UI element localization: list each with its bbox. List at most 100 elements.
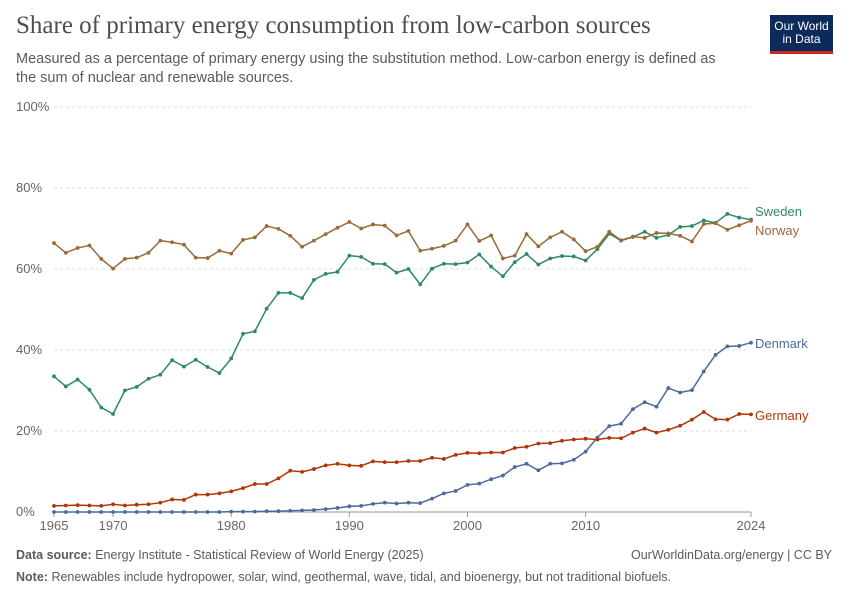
data-point-sweden[interactable] xyxy=(193,357,198,362)
data-point-norway[interactable] xyxy=(252,235,257,240)
data-point-germany[interactable] xyxy=(382,460,387,465)
data-point-sweden[interactable] xyxy=(725,212,730,216)
data-point-norway[interactable] xyxy=(465,222,470,227)
data-point-denmark[interactable] xyxy=(158,510,163,514)
data-point-germany[interactable] xyxy=(607,435,612,440)
data-point-denmark[interactable] xyxy=(607,424,612,429)
data-point-norway[interactable] xyxy=(182,242,186,247)
data-point-norway[interactable] xyxy=(311,238,316,243)
data-point-denmark[interactable] xyxy=(193,510,198,514)
data-point-germany[interactable] xyxy=(241,486,245,491)
data-point-norway[interactable] xyxy=(571,237,576,242)
data-point-sweden[interactable] xyxy=(158,372,163,377)
data-point-germany[interactable] xyxy=(666,427,671,432)
data-point-germany[interactable] xyxy=(394,460,399,465)
data-point-sweden[interactable] xyxy=(382,262,387,267)
data-point-sweden[interactable] xyxy=(288,290,293,295)
data-point-sweden[interactable] xyxy=(465,260,470,265)
data-point-denmark[interactable] xyxy=(571,457,576,462)
data-point-denmark[interactable] xyxy=(323,507,328,512)
data-point-norway[interactable] xyxy=(52,241,56,245)
data-point-denmark[interactable] xyxy=(536,468,541,473)
data-point-sweden[interactable] xyxy=(654,235,659,240)
data-point-sweden[interactable] xyxy=(311,278,316,282)
data-point-denmark[interactable] xyxy=(465,482,470,487)
data-point-norway[interactable] xyxy=(264,224,269,228)
data-point-sweden[interactable] xyxy=(642,229,647,234)
data-point-denmark[interactable] xyxy=(501,473,505,478)
data-point-norway[interactable] xyxy=(524,232,529,237)
data-point-germany[interactable] xyxy=(205,492,210,497)
data-point-sweden[interactable] xyxy=(276,290,281,295)
data-point-denmark[interactable] xyxy=(359,504,364,508)
data-point-norway[interactable] xyxy=(371,222,375,227)
data-point-germany[interactable] xyxy=(300,470,304,474)
data-point-germany[interactable] xyxy=(75,503,80,508)
data-point-denmark[interactable] xyxy=(134,510,139,514)
data-point-norway[interactable] xyxy=(75,246,80,250)
data-point-norway[interactable] xyxy=(560,229,564,234)
data-point-norway[interactable] xyxy=(642,235,647,240)
data-point-sweden[interactable] xyxy=(441,261,446,266)
data-point-sweden[interactable] xyxy=(146,376,151,381)
data-point-norway[interactable] xyxy=(701,222,706,226)
data-point-norway[interactable] xyxy=(749,218,753,223)
data-point-norway[interactable] xyxy=(453,238,458,243)
data-point-germany[interactable] xyxy=(217,491,222,496)
series-line-denmark[interactable] xyxy=(54,341,752,513)
data-point-germany[interactable] xyxy=(146,502,151,507)
data-point-denmark[interactable] xyxy=(75,510,80,514)
data-point-denmark[interactable] xyxy=(418,501,423,505)
data-point-denmark[interactable] xyxy=(430,496,434,501)
data-point-denmark[interactable] xyxy=(347,504,352,509)
data-point-norway[interactable] xyxy=(489,233,494,238)
data-point-denmark[interactable] xyxy=(170,510,175,514)
data-point-norway[interactable] xyxy=(595,244,600,249)
data-point-sweden[interactable] xyxy=(122,388,127,393)
data-point-norway[interactable] xyxy=(99,256,104,261)
data-point-norway[interactable] xyxy=(548,235,553,240)
data-point-denmark[interactable] xyxy=(737,344,742,348)
data-point-norway[interactable] xyxy=(170,240,175,245)
data-point-norway[interactable] xyxy=(619,238,623,243)
data-point-germany[interactable] xyxy=(252,482,257,486)
data-point-germany[interactable] xyxy=(323,463,328,468)
data-point-norway[interactable] xyxy=(713,221,718,226)
data-point-sweden[interactable] xyxy=(453,262,458,267)
data-point-norway[interactable] xyxy=(536,244,541,249)
data-point-sweden[interactable] xyxy=(335,269,340,274)
data-point-germany[interactable] xyxy=(288,468,293,473)
data-point-norway[interactable] xyxy=(158,238,163,243)
data-point-denmark[interactable] xyxy=(619,421,623,426)
data-point-denmark[interactable] xyxy=(666,386,671,390)
data-point-germany[interactable] xyxy=(512,446,517,450)
data-point-sweden[interactable] xyxy=(418,282,423,287)
data-point-germany[interactable] xyxy=(749,412,753,417)
data-point-denmark[interactable] xyxy=(252,509,257,514)
data-point-sweden[interactable] xyxy=(75,377,80,382)
data-point-norway[interactable] xyxy=(382,223,387,228)
data-point-norway[interactable] xyxy=(512,253,517,258)
data-point-denmark[interactable] xyxy=(453,489,458,493)
data-point-denmark[interactable] xyxy=(394,501,399,506)
data-point-norway[interactable] xyxy=(394,233,399,238)
data-point-denmark[interactable] xyxy=(182,510,186,514)
data-point-germany[interactable] xyxy=(690,417,694,422)
data-point-germany[interactable] xyxy=(737,412,742,416)
data-point-sweden[interactable] xyxy=(477,252,482,257)
data-point-germany[interactable] xyxy=(501,450,505,455)
data-point-denmark[interactable] xyxy=(146,510,151,514)
data-point-germany[interactable] xyxy=(642,426,647,431)
data-point-germany[interactable] xyxy=(548,441,553,446)
data-point-germany[interactable] xyxy=(182,497,186,502)
data-point-sweden[interactable] xyxy=(347,253,352,258)
data-point-norway[interactable] xyxy=(276,227,281,231)
data-point-sweden[interactable] xyxy=(241,331,245,336)
data-point-germany[interactable] xyxy=(347,463,352,468)
data-point-germany[interactable] xyxy=(418,459,423,463)
footer-url[interactable]: OurWorldinData.org/energy | CC BY xyxy=(630,548,832,562)
data-point-denmark[interactable] xyxy=(749,340,753,345)
data-point-denmark[interactable] xyxy=(122,510,127,514)
data-point-sweden[interactable] xyxy=(371,261,375,266)
data-point-germany[interactable] xyxy=(619,436,623,441)
